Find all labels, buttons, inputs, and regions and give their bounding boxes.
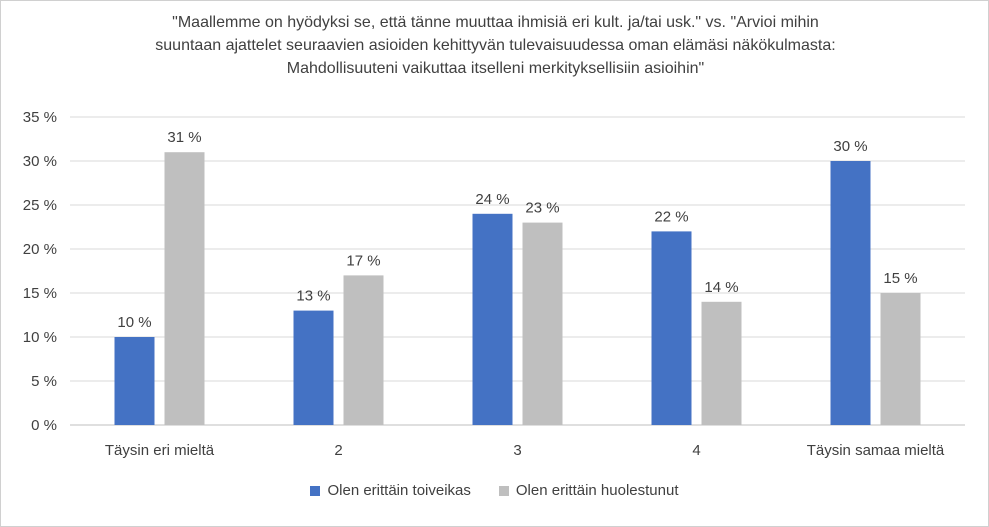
x-category-label: Täysin samaa mieltä	[807, 442, 945, 459]
bar	[830, 161, 871, 425]
y-tick-label: 0 %	[31, 417, 57, 434]
bar	[114, 337, 155, 425]
bar	[701, 301, 742, 425]
bar	[522, 222, 563, 425]
bar	[343, 275, 384, 425]
data-label: 24 %	[475, 191, 509, 208]
bar	[651, 231, 692, 425]
data-label: 31 %	[167, 129, 201, 146]
bar	[472, 213, 513, 425]
y-tick-label: 15 %	[23, 285, 57, 302]
chart-title-line-1: "Maallemme on hyödyksi se, että tänne mu…	[172, 14, 819, 31]
bar	[880, 293, 921, 425]
data-label: 10 %	[117, 314, 151, 331]
y-tick-label: 30 %	[23, 153, 57, 170]
chart-title: "Maallemme on hyödyksi se, että tänne mu…	[61, 11, 930, 80]
legend-swatch-series-1	[310, 485, 321, 496]
y-tick-label: 25 %	[23, 197, 57, 214]
y-tick-label: 35 %	[23, 109, 57, 126]
x-category-label: 2	[334, 442, 342, 459]
data-label: 30 %	[833, 138, 867, 155]
data-label: 13 %	[296, 288, 330, 305]
bar	[164, 152, 205, 425]
data-label: 15 %	[883, 270, 917, 287]
legend-item-series-2: Olen erittäin huolestunut	[498, 482, 679, 499]
y-tick-label: 10 %	[23, 329, 57, 346]
legend-item-series-1: Olen erittäin toiveikas	[310, 482, 471, 499]
chart-legend: Olen erittäin toiveikas Olen erittäin hu…	[0, 482, 989, 499]
legend-label-series-1: Olen erittäin toiveikas	[327, 482, 471, 499]
x-category-label: 3	[513, 442, 521, 459]
y-tick-label: 20 %	[23, 241, 57, 258]
x-category-label: 4	[692, 442, 700, 459]
data-label: 17 %	[346, 252, 380, 269]
chart-title-line-3: Mahdollisuuteni vaikuttaa itselleni merk…	[286, 60, 705, 77]
data-label: 22 %	[654, 208, 688, 225]
x-category-label: Täysin eri mieltä	[105, 442, 215, 459]
chart-title-line-2: suuntaan ajattelet seuraavien asioiden k…	[155, 37, 836, 54]
bar	[293, 310, 334, 425]
data-label: 23 %	[525, 200, 559, 217]
data-label: 14 %	[704, 279, 738, 296]
legend-swatch-series-2	[498, 485, 509, 496]
legend-label-series-2: Olen erittäin huolestunut	[515, 482, 679, 499]
y-tick-label: 5 %	[31, 373, 57, 390]
